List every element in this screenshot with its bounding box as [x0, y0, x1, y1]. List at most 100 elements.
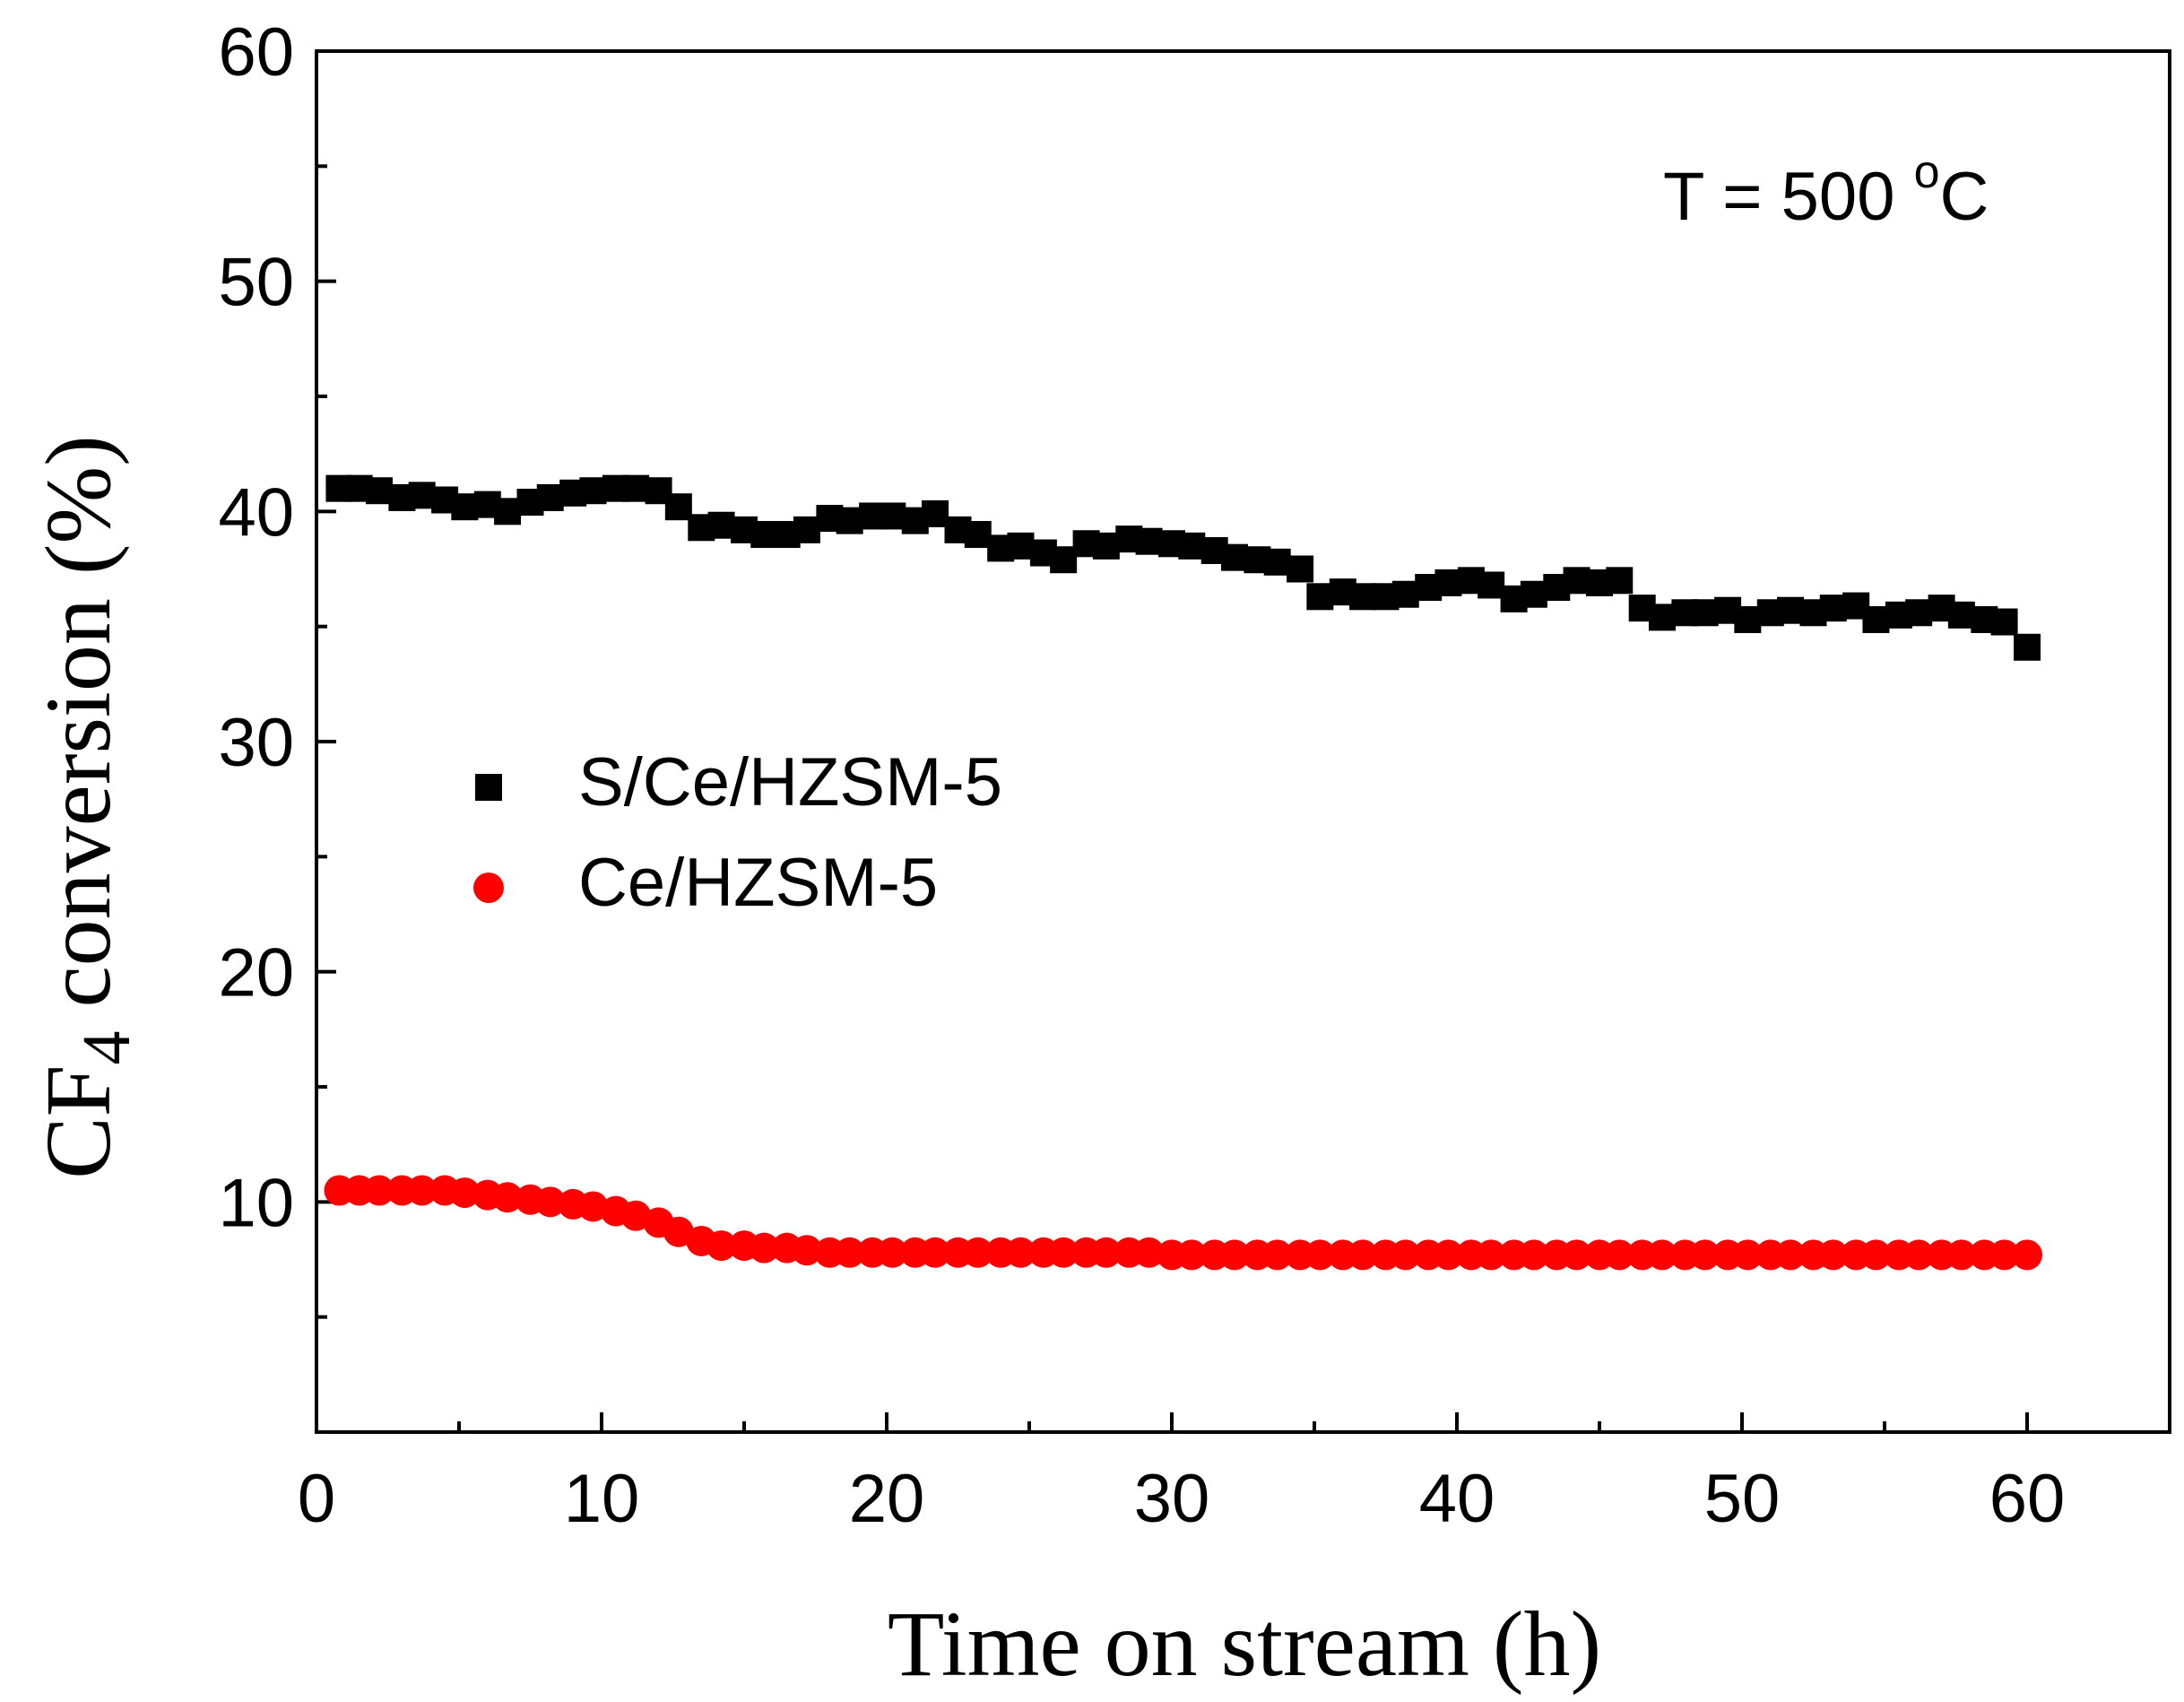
- data-point: [922, 499, 949, 527]
- data-point: [1135, 527, 1163, 555]
- data-point: [1775, 1239, 1807, 1271]
- y-tick-label: 20: [218, 935, 294, 1012]
- data-point: [1306, 583, 1334, 611]
- data-point: [1304, 1239, 1336, 1271]
- data-point: [1563, 567, 1590, 595]
- data-point: [1348, 1239, 1379, 1271]
- temperature-annotation: T = 500 oC: [1663, 146, 1989, 235]
- y-axis-title-suffix: conversion (%): [27, 435, 130, 1030]
- data-point: [1606, 567, 1634, 595]
- data-point: [494, 498, 522, 525]
- data-point: [1777, 596, 1805, 624]
- data-point: [2014, 633, 2041, 661]
- data-point: [1476, 1239, 1507, 1271]
- data-point: [1734, 605, 1762, 633]
- data-point: [791, 1235, 822, 1266]
- data-point: [750, 521, 778, 548]
- data-point: [577, 1191, 609, 1222]
- x-tick-label: 0: [298, 1461, 335, 1537]
- data-point: [1478, 571, 1505, 599]
- data-point: [707, 511, 735, 539]
- data-point: [536, 483, 564, 511]
- data-point: [879, 502, 906, 530]
- data-point: [1287, 555, 1314, 583]
- data-point: [1133, 1237, 1165, 1268]
- data-point: [451, 493, 479, 521]
- data-point: [1860, 1239, 1892, 1271]
- data-point: [1990, 608, 2018, 636]
- data-point: [365, 477, 393, 505]
- legend-label: Ce/HZSM-5: [578, 845, 938, 921]
- y-tick-label: 30: [218, 705, 294, 781]
- data-point: [1391, 580, 1419, 608]
- legend: S/Ce/HZSM-5 Ce/HZSM-5: [473, 744, 1002, 921]
- y-tick-label: 60: [218, 14, 294, 91]
- data-point: [1689, 1239, 1720, 1271]
- data-point: [1604, 1239, 1635, 1271]
- data-point: [622, 474, 650, 502]
- data-point: [1905, 599, 1933, 627]
- axes: [315, 49, 2171, 1434]
- data-point: [664, 493, 692, 521]
- data-point: [663, 1216, 694, 1247]
- y-tick-label: 50: [218, 245, 294, 321]
- series-ce-hzsm-5: [324, 1175, 2042, 1271]
- data-point: [1433, 1239, 1464, 1271]
- data-point: [1178, 532, 1206, 560]
- data-point: [749, 1232, 780, 1263]
- data-point: [1903, 1239, 1935, 1271]
- data-point: [534, 1186, 566, 1218]
- y-axis-title-prefix: CF: [27, 1065, 130, 1179]
- data-point: [920, 1237, 951, 1268]
- data-point: [1434, 569, 1462, 596]
- data-point: [1218, 1239, 1250, 1271]
- data-point: [1947, 601, 1975, 629]
- data-point: [1648, 604, 1676, 631]
- data-point: [363, 1175, 394, 1206]
- data-point: [1646, 1239, 1677, 1271]
- y-tick-label: 10: [218, 1165, 294, 1241]
- data-point: [408, 482, 436, 509]
- data-point: [492, 1182, 524, 1213]
- data-point: [1005, 1237, 1036, 1268]
- annotation-superscript: o: [1914, 146, 1940, 198]
- data-point: [834, 1237, 865, 1268]
- data-point: [449, 1177, 481, 1209]
- data-point: [1050, 546, 1078, 574]
- data-point: [1561, 1239, 1592, 1271]
- data-point: [1048, 1237, 1079, 1268]
- data-point: [1092, 532, 1120, 560]
- data-point: [1090, 1237, 1122, 1268]
- x-tick-label: 30: [1134, 1461, 1210, 1537]
- legend-item-s-ce-hzsm-5: S/Ce/HZSM-5: [475, 744, 1002, 821]
- ticks: 0 10 20 30 40 50 60 10 20 30 40 50 60: [218, 14, 2171, 1537]
- data-point: [1989, 1239, 2020, 1271]
- data-point: [964, 521, 992, 548]
- data-point: [1691, 599, 1719, 627]
- data-point: [877, 1237, 908, 1268]
- y-axis-title-subscript: 4: [69, 1031, 144, 1065]
- data-point: [1176, 1239, 1208, 1271]
- legend-marker: [475, 774, 502, 801]
- data-point: [1732, 1239, 1764, 1271]
- data-point: [1518, 1239, 1549, 1271]
- legend-marker: [473, 873, 504, 903]
- x-tick-label: 20: [849, 1461, 925, 1537]
- annotation-tail: C: [1940, 159, 1989, 235]
- series-s-ce-hzsm-5: [325, 474, 2041, 661]
- data-point: [1819, 595, 1847, 622]
- data-point: [836, 507, 863, 534]
- plot-frame: [315, 49, 2171, 1434]
- data-point: [1946, 1239, 1977, 1271]
- data-point: [1007, 532, 1035, 560]
- x-tick-label: 60: [1989, 1461, 2066, 1537]
- data-point: [706, 1230, 737, 1262]
- data-point: [579, 477, 607, 505]
- data-point: [2012, 1239, 2042, 1271]
- data-point: [962, 1237, 993, 1268]
- y-axis-title: CF4 conversion (%): [27, 435, 144, 1178]
- y-tick-label: 40: [218, 474, 294, 551]
- data-point: [1520, 580, 1547, 608]
- data-point: [1862, 605, 1890, 633]
